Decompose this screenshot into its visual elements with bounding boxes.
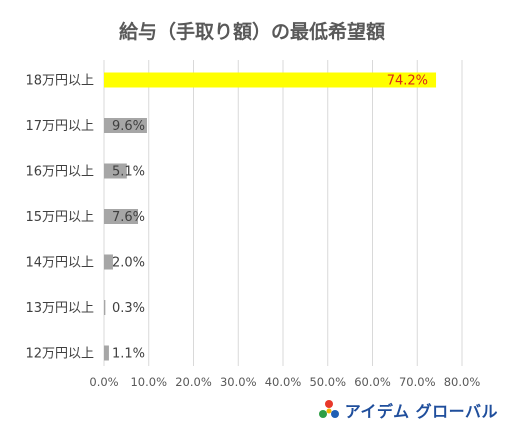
x-axis-tick-labels: 0.0% 10.0% 20.0% 30.0% 40.0% 50.0% 60.0% 70.0% 8… bbox=[89, 375, 480, 389]
bar bbox=[104, 72, 437, 88]
bar bbox=[104, 345, 109, 361]
data-label: 7.6% bbox=[112, 210, 145, 225]
category-labels: 18万円以上 17万円以上 16万円以上 15万円以上 14万円以上 13万円以上 12万円… bbox=[25, 74, 94, 362]
x-tick-label: 80.0% bbox=[444, 375, 481, 389]
bar bbox=[104, 118, 147, 133]
data-label: 2.0% bbox=[112, 256, 145, 271]
data-labels: 74.2% 9.6% 5.1% 7.6% 2.0% 0.3% 1.1% bbox=[112, 74, 428, 362]
x-tick-label: 20.0% bbox=[175, 375, 212, 389]
category-label: 13万円以上 bbox=[25, 301, 94, 316]
data-label: 1.1% bbox=[112, 347, 145, 362]
bar bbox=[104, 254, 113, 270]
x-tick-label: 60.0% bbox=[354, 375, 391, 389]
x-tick-label: 50.0% bbox=[309, 375, 346, 389]
bars bbox=[104, 72, 437, 361]
aidem-logo-icon bbox=[318, 400, 339, 418]
category-label: 14万円以上 bbox=[25, 256, 94, 271]
x-tick-label: 10.0% bbox=[130, 375, 167, 389]
category-label: 17万円以上 bbox=[25, 119, 94, 134]
data-label: 9.6% bbox=[112, 119, 145, 134]
category-label: 18万円以上 bbox=[25, 74, 94, 89]
chart-title: 給与（手取り額）の最低希望額 bbox=[119, 20, 385, 43]
x-tick-label: 40.0% bbox=[265, 375, 302, 389]
logo-text: アイデム グローバル bbox=[344, 402, 498, 421]
bar bbox=[104, 163, 127, 179]
x-tick-label: 30.0% bbox=[220, 375, 257, 389]
company-logo: アイデム グローバル bbox=[318, 398, 498, 422]
bar bbox=[104, 209, 139, 224]
category-label: 15万円以上 bbox=[25, 210, 94, 225]
category-label: 12万円以上 bbox=[25, 347, 94, 362]
x-tick-label: 0.0% bbox=[89, 375, 118, 389]
x-tick-label: 70.0% bbox=[399, 375, 436, 389]
data-label: 0.3% bbox=[112, 301, 145, 316]
data-label: 74.2% bbox=[387, 74, 428, 89]
data-label: 5.1% bbox=[112, 165, 145, 180]
category-label: 16万円以上 bbox=[25, 165, 94, 180]
bar bbox=[104, 300, 106, 315]
grid-lines bbox=[103, 60, 463, 366]
